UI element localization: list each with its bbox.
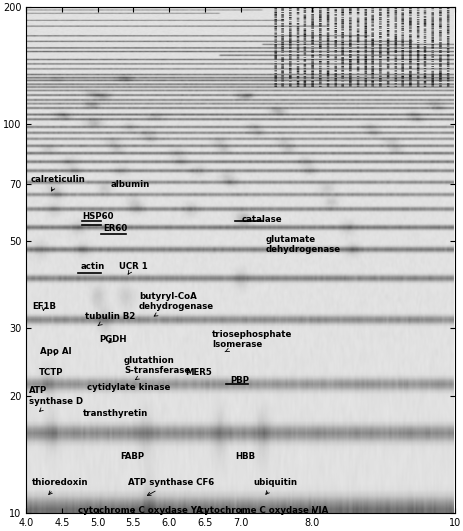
- Text: tubulin B2: tubulin B2: [85, 312, 135, 326]
- Text: HSP60: HSP60: [82, 212, 113, 220]
- Text: albumin: albumin: [110, 180, 150, 189]
- Text: FABP: FABP: [120, 452, 144, 461]
- Text: PBP: PBP: [229, 375, 248, 384]
- Text: glutathion
S-transferase: glutathion S-transferase: [124, 356, 190, 380]
- Text: actin: actin: [80, 262, 105, 271]
- Text: glutamate
dehydrogenase: glutamate dehydrogenase: [265, 235, 340, 254]
- Text: catalase: catalase: [242, 215, 282, 224]
- Text: transthyretin: transthyretin: [83, 409, 148, 418]
- Text: EF1B: EF1B: [32, 302, 56, 311]
- Text: UCR 1: UCR 1: [119, 262, 148, 274]
- Text: calreticulin: calreticulin: [31, 175, 85, 191]
- Text: MER5: MER5: [184, 368, 211, 377]
- Text: ubiquitin: ubiquitin: [253, 478, 297, 494]
- Text: ATP synthase CF6: ATP synthase CF6: [127, 478, 213, 495]
- Text: butyryl-CoA
dehydrogenase: butyryl-CoA dehydrogenase: [139, 292, 214, 316]
- Text: thioredoxin: thioredoxin: [32, 478, 88, 494]
- Text: cytochrome C oxydase VIA: cytochrome C oxydase VIA: [199, 506, 328, 515]
- Text: PGDH: PGDH: [99, 335, 126, 344]
- Text: TCTP: TCTP: [39, 368, 63, 377]
- Text: ER60: ER60: [103, 224, 127, 233]
- Text: cytochrome C oxydase YA: cytochrome C oxydase YA: [77, 506, 202, 515]
- Text: HBB: HBB: [234, 452, 255, 461]
- Text: ATP
synthase D: ATP synthase D: [29, 387, 83, 412]
- Text: Apo AI: Apo AI: [40, 347, 72, 356]
- Text: triosephosphate
Isomerase: triosephosphate Isomerase: [212, 330, 292, 352]
- Text: cytidylate kinase: cytidylate kinase: [87, 383, 170, 392]
